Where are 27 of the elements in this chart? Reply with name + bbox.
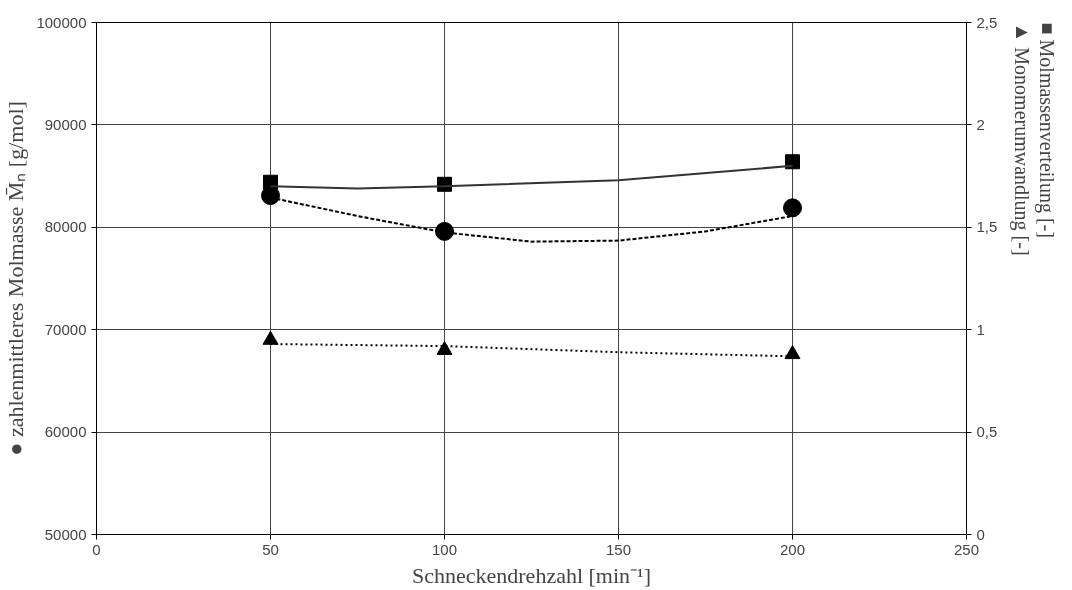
- y2-tick-label: 1: [976, 320, 985, 338]
- y-tick-label: 100000: [36, 13, 87, 31]
- y-tick-label: 50000: [44, 525, 87, 543]
- y-tick-label: 90000: [44, 115, 87, 133]
- point: [263, 174, 278, 190]
- x-tick-label: 200: [779, 540, 806, 558]
- x-tick-label: 100: [431, 540, 458, 558]
- point: [436, 341, 453, 356]
- y-tick-label: 70000: [44, 320, 87, 338]
- point: [784, 345, 801, 360]
- point: [262, 330, 279, 345]
- point: [785, 154, 800, 170]
- y2-tick-label: 2: [976, 115, 985, 133]
- y-tick-label: 60000: [44, 423, 87, 441]
- text: ▲ Monomerumwandlung [-]: [1010, 22, 1034, 256]
- y-axis-title: ● zahlenmittleres Molmasse M̄ₙ [g/mol]: [3, 101, 29, 456]
- y2-tick-label: 1,5: [976, 218, 998, 236]
- x-tick-label: 0: [92, 540, 101, 558]
- x-tick-label: 250: [953, 540, 980, 558]
- x-axis-title: Schneckendrehzahl [min⁻¹]: [412, 562, 651, 588]
- y2-tick-label: 2,5: [976, 13, 998, 31]
- x-tick-label: 150: [605, 540, 632, 558]
- y2-axis-title: ■ Molmassenverteilung [-]: [1035, 22, 1059, 238]
- y-tick-label: 80000: [44, 218, 87, 236]
- y2-tick-label: 0,5: [976, 423, 998, 441]
- x-tick-label: 50: [262, 540, 279, 558]
- y2-tick-label: 0: [976, 525, 985, 543]
